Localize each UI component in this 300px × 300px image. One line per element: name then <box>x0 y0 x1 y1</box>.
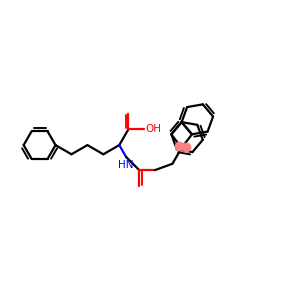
Text: OH: OH <box>146 124 161 134</box>
Text: HN: HN <box>118 160 134 170</box>
